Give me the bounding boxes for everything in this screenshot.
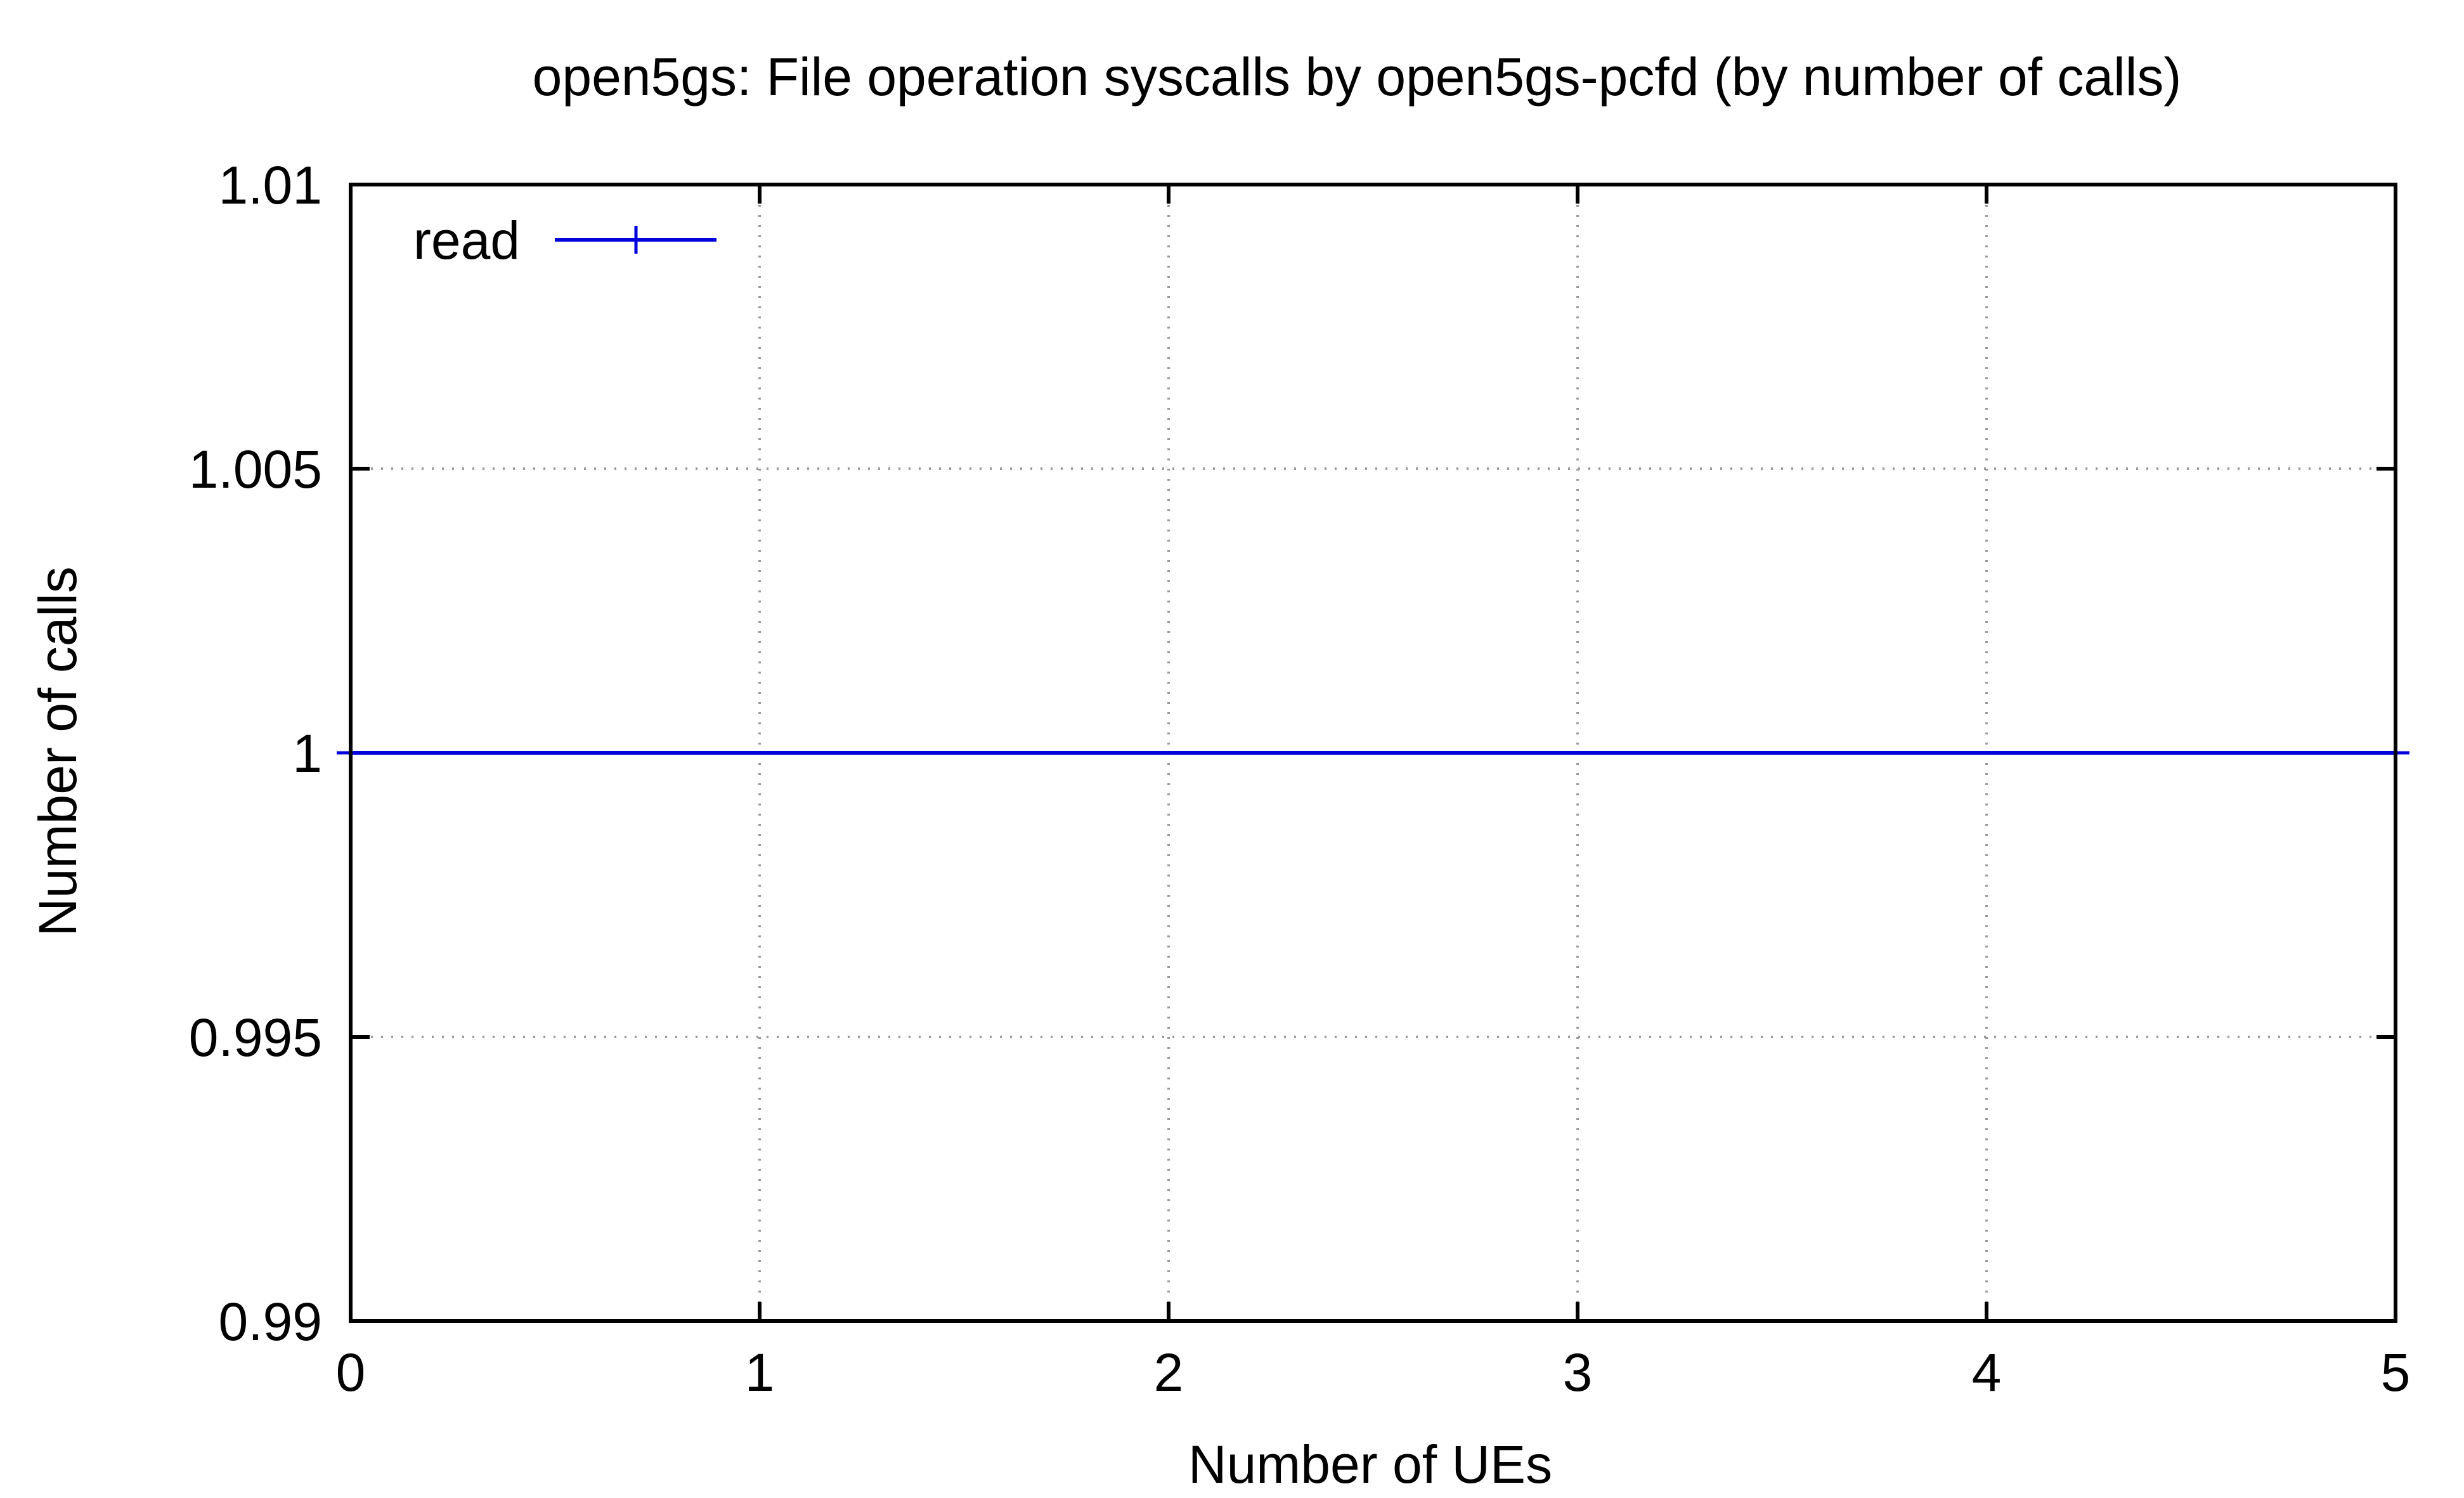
y-tick-label: 1.005 bbox=[189, 440, 322, 499]
y-axis-label: Number of calls bbox=[28, 566, 88, 937]
x-tick-label: 4 bbox=[1972, 1343, 2002, 1402]
y-tick-label: 1.01 bbox=[219, 155, 323, 215]
y-tick-label: 0.99 bbox=[219, 1292, 323, 1351]
legend: read bbox=[413, 211, 717, 270]
x-axis-tick-labels: 0 1 2 3 4 5 bbox=[336, 1343, 2411, 1402]
x-tick-label: 5 bbox=[2381, 1343, 2411, 1402]
y-axis-tick-labels: 0.99 0.995 1 1.005 1.01 bbox=[189, 155, 322, 1351]
x-axis-label: Number of UEs bbox=[1188, 1435, 1552, 1494]
y-tick-label: 1 bbox=[292, 724, 322, 783]
plot-area-frame bbox=[349, 183, 2397, 1323]
x-tick-label: 3 bbox=[1563, 1343, 1593, 1402]
y-tick-label: 0.995 bbox=[189, 1008, 322, 1067]
chart-title: open5gs: File operation syscalls by open… bbox=[533, 47, 2182, 107]
x-tick-label: 2 bbox=[1154, 1343, 1184, 1402]
legend-label-read: read bbox=[413, 211, 520, 270]
x-tick-label: 1 bbox=[745, 1343, 775, 1402]
x-tick-label: 0 bbox=[336, 1343, 366, 1402]
